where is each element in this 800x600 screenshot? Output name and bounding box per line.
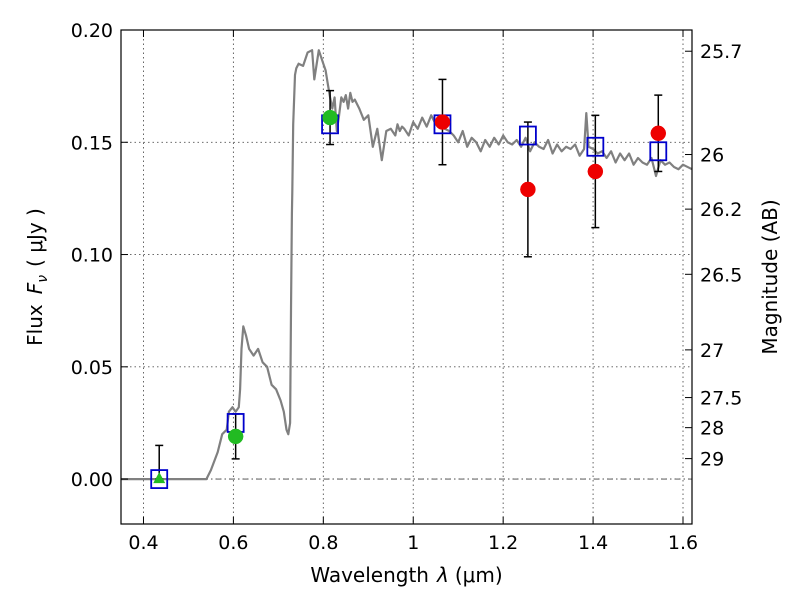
x-tick-label: 1.6 xyxy=(668,532,698,554)
y-tick-label: 0.10 xyxy=(71,245,113,267)
photometry-point xyxy=(587,163,604,180)
axis-ticks: 0.4 0.6 0.8 1 1.2 1.4 1.6 0.00 0.05 0.10 0.15 0.20 2… xyxy=(71,20,743,554)
magnitude-tick-label: 27.5 xyxy=(700,388,742,410)
upper-limit-triangle xyxy=(153,472,166,484)
y-tick-label: 0.00 xyxy=(71,469,113,491)
magnitude-tick-label: 26 xyxy=(700,145,724,167)
model-spectrum xyxy=(121,49,693,481)
magnitude-axis-title: Magnitude (AB) xyxy=(758,199,782,354)
y-tick-label: 0.05 xyxy=(71,357,113,379)
magnitude-tick-label: 25.7 xyxy=(700,41,742,63)
model-flux-square xyxy=(150,469,169,489)
x-tick-label: 1.4 xyxy=(578,532,608,554)
x-tick-label: 1.2 xyxy=(488,532,518,554)
data-markers xyxy=(150,109,668,489)
photometry-point xyxy=(322,109,338,126)
model-flux-square xyxy=(649,141,668,162)
model-spectrum-line xyxy=(121,49,693,481)
grid xyxy=(121,29,692,524)
photometry-point xyxy=(520,181,536,198)
x-tick-label: 0.8 xyxy=(308,532,338,554)
photometry-point xyxy=(434,114,451,130)
plot-frame xyxy=(120,29,693,525)
model-flux-square xyxy=(518,125,537,146)
magnitude-tick-label: 29 xyxy=(700,449,724,471)
x-tick-label: 1 xyxy=(407,532,419,554)
photometry-point xyxy=(227,428,244,445)
model-flux-square xyxy=(586,136,605,157)
magnitude-tick-label: 27 xyxy=(700,340,724,362)
error-bars xyxy=(155,78,663,480)
magnitude-tick-label: 26.2 xyxy=(700,199,742,221)
y-tick-label: 0.20 xyxy=(71,20,113,42)
magnitude-tick-label: 26.5 xyxy=(700,264,742,286)
y-axis-title: FluxFν( μJy ) xyxy=(23,208,51,346)
x-tick-label: 0.6 xyxy=(218,532,248,554)
x-axis-title: Wavelength λ (μm) xyxy=(310,563,502,587)
y-tick-label: 0.15 xyxy=(71,132,113,154)
photometry-point xyxy=(650,125,667,142)
magnitude-tick-label: 28 xyxy=(700,418,724,440)
x-tick-label: 0.4 xyxy=(128,532,158,554)
